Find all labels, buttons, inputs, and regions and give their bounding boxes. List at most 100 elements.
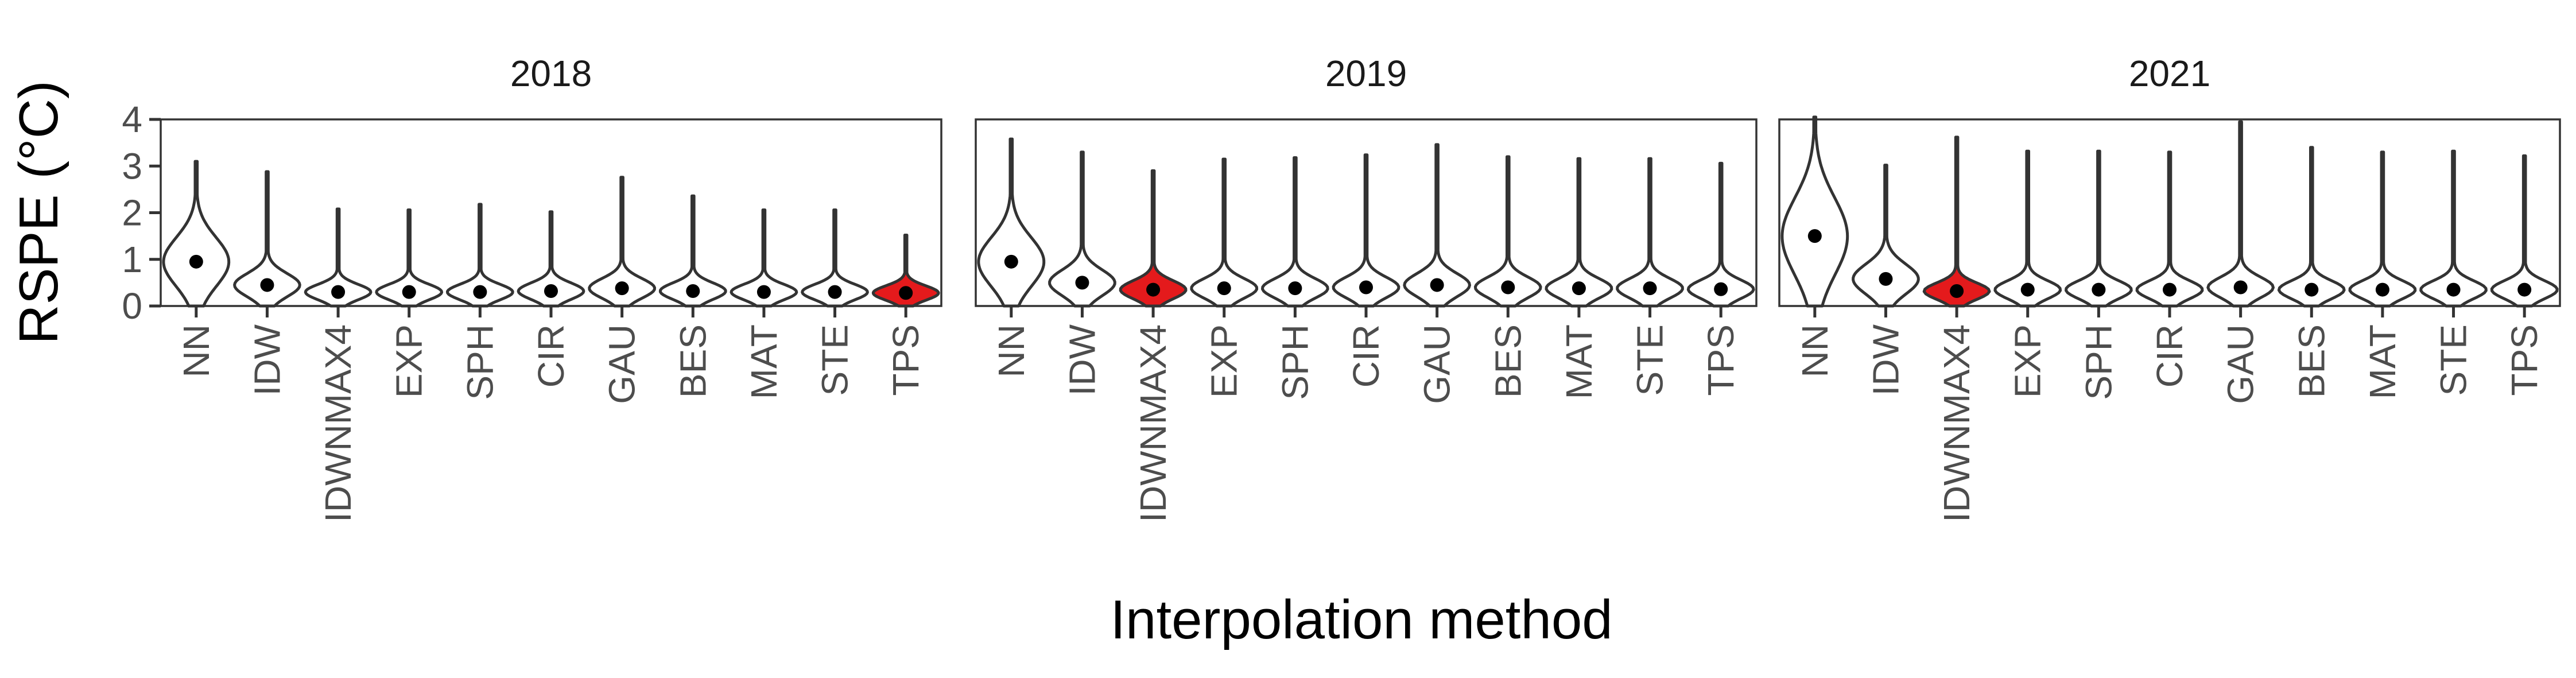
x-tick-label: MAT [1558,324,1600,399]
mean-point-NN [1807,229,1822,243]
mean-point-EXP [1217,281,1231,296]
violin-STE [1616,157,1684,308]
mean-point-IDWNMAX4 [1146,282,1161,297]
violin-BES [658,194,727,308]
x-tick-label: CIR [530,324,572,388]
mean-point-EXP [2020,282,2035,297]
y-tick-label: 0 [122,285,142,327]
violin-EXP [1993,149,2062,308]
violin-GAU [1403,143,1471,308]
mean-point-NN [1004,254,1018,269]
mean-point-SPH [1288,281,1302,296]
x-tick-label: GAU [602,324,643,404]
mean-point-MAT [756,285,771,299]
mean-point-CIR [1359,280,1373,295]
violin-CIR [1332,153,1400,308]
violin-CIR [2135,150,2204,308]
violin-NN [977,137,1046,308]
x-tick-label: IDWNMAX4 [1132,324,1174,522]
mean-point-EXP [402,285,416,299]
y-tick-label: 2 [122,192,142,234]
violin-MAT [730,208,798,308]
violin-IDW [1852,164,1920,308]
violin-SPH [446,203,514,308]
mean-point-GAU [615,281,629,296]
violin-SPH [2065,149,2133,308]
x-tick-label: IDW [1865,324,1906,396]
mean-point-CIR [544,284,558,298]
mean-point-IDW [1075,276,1089,290]
x-tick-label: MAT [2362,324,2403,399]
x-axis-title: Interpolation method [1110,589,1612,650]
x-tick-label: CIR [1345,324,1387,388]
mean-point-GAU [1430,278,1444,292]
violin-MAT [1545,157,1613,308]
x-tick-label: IDW [1061,324,1103,396]
violin-IDW [1048,150,1116,308]
mean-point-STE [1643,281,1657,296]
violin-MAT [2348,150,2417,308]
mean-point-SPH [2092,282,2106,297]
x-tick-label: EXP [2007,324,2049,398]
violin-IDW [233,170,301,308]
x-tick-label: STE [2433,324,2474,396]
mean-point-STE [2446,282,2461,297]
violin-TPS [1686,161,1755,308]
mean-point-SPH [473,285,487,299]
mean-point-BES [2305,282,2319,297]
x-tick-label: CIR [2149,324,2190,388]
violin-EXP [375,208,444,308]
x-tick-label: BES [672,324,713,398]
panels: 0 1 2 3 4 2018 NN IDW IDWNMAX4 EXP SPH CIR GAU BES MAT… [122,53,2561,522]
violin-BES [1473,155,1542,308]
mean-point-IDW [260,278,274,292]
y-tick-label: 4 [122,99,142,140]
x-tick-label: EXP [1204,324,1245,398]
x-tick-label: GAU [1417,324,1458,404]
x-tick-label: BES [1487,324,1528,398]
violin-STE [2419,149,2488,308]
x-tick-label: NN [176,324,217,377]
violin-NN [162,160,231,308]
violin-STE [801,208,869,308]
x-tick-label: TPS [1700,324,1741,396]
x-tick-label: TPS [2504,324,2545,396]
panel-title: 2019 [1325,53,1407,94]
mean-point-BES [686,284,700,298]
mean-point-IDW [1879,272,1893,286]
mean-point-TPS [899,286,913,300]
violin-TPS [2490,154,2559,308]
x-tick-label: MAT [743,324,785,399]
mean-point-GAU [2233,280,2248,295]
mean-point-TPS [2517,282,2532,297]
mean-point-CIR [2163,282,2177,297]
y-tick-label: 3 [122,145,142,187]
mean-point-STE [828,285,842,299]
violin-NN [1780,115,1849,308]
mean-point-BES [1501,280,1515,295]
x-tick-label: IDWNMAX4 [1936,324,1977,522]
x-tick-label: TPS [885,324,926,396]
violin-TPS [871,234,940,308]
mean-point-NN [189,254,203,269]
panel-2019: 2019 NN IDW IDWNMAX4 EXP SPH CIR GAU BES MAT STE TP… [975,53,1758,522]
x-tick-label: STE [814,324,856,396]
violin-GAU [588,176,656,308]
mean-point-IDWNMAX4 [331,285,346,299]
violin-BES [2277,146,2346,308]
violin-IDWNMAX4 [1119,169,1188,308]
x-tick-label: IDW [246,324,288,396]
mean-point-MAT [1572,281,1586,296]
x-tick-label: NN [991,324,1032,377]
x-tick-label: STE [1630,324,1671,396]
x-tick-label: BES [2291,324,2332,398]
x-tick-label: SPH [1274,324,1316,400]
panel-2018: 2018 NN IDW IDWNMAX4 EXP SPH CIR GAU BES MAT STE TP… [160,53,942,522]
x-tick-label: EXP [389,324,430,398]
x-tick-label: SPH [459,324,501,400]
panel-title: 2018 [510,53,592,94]
x-tick-label: NN [1794,324,1836,377]
mean-point-TPS [1714,282,1728,296]
violin-SPH [1261,156,1329,308]
